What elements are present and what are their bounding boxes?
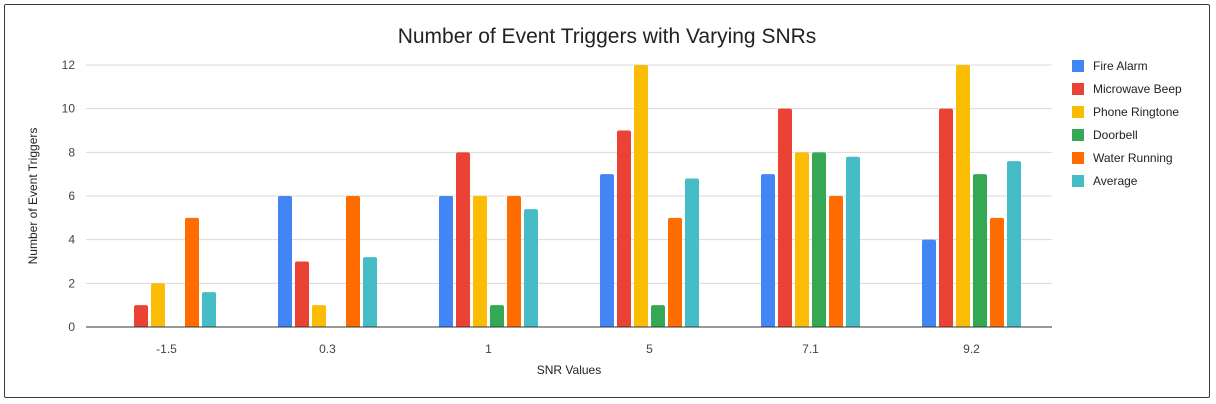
bar xyxy=(778,108,792,328)
bar xyxy=(634,65,648,327)
bar xyxy=(922,239,936,327)
bar xyxy=(956,65,970,327)
grid-lines xyxy=(86,64,1052,284)
bar xyxy=(134,305,148,327)
bar xyxy=(1007,161,1021,327)
bar xyxy=(668,217,682,327)
bar xyxy=(507,196,521,327)
bar xyxy=(185,217,199,327)
y-tick-label: 0 xyxy=(68,320,75,334)
y-tick-label: 4 xyxy=(68,233,75,247)
legend-label: Average xyxy=(1093,174,1138,188)
bar xyxy=(617,130,631,327)
legend-label: Doorbell xyxy=(1093,128,1138,142)
x-axis-ticks: -1.5 0.3 1 5 7.1 9.2 xyxy=(156,342,980,356)
bar xyxy=(651,305,665,327)
legend-swatch xyxy=(1072,129,1084,141)
bar xyxy=(812,152,826,327)
bars xyxy=(134,65,1021,328)
x-axis-label: SNR Values xyxy=(537,363,601,377)
bar xyxy=(939,108,953,328)
bar xyxy=(600,174,614,327)
x-tick-label: -1.5 xyxy=(156,342,177,356)
legend-swatch xyxy=(1072,83,1084,95)
y-tick-label: 6 xyxy=(68,189,75,203)
x-tick-label: 9.2 xyxy=(963,342,980,356)
bar xyxy=(685,178,699,327)
y-axis-ticks: 0 2 4 6 8 10 12 xyxy=(62,58,76,334)
legend-label: Fire Alarm xyxy=(1093,59,1148,73)
bar xyxy=(795,152,809,327)
bar xyxy=(202,292,216,327)
legend-label: Phone Ringtone xyxy=(1093,105,1179,119)
legend-swatch xyxy=(1072,152,1084,164)
y-axis-label: Number of Event Triggers xyxy=(26,128,40,265)
bar xyxy=(761,174,775,327)
legend: Fire Alarm Microwave Beep Phone Ringtone Do… xyxy=(1072,59,1182,188)
x-tick-label: 1 xyxy=(485,342,492,356)
bar xyxy=(439,196,453,327)
bar xyxy=(456,152,470,327)
legend-swatch xyxy=(1072,106,1084,118)
y-tick-label: 8 xyxy=(68,145,75,159)
bar xyxy=(346,196,360,327)
bar xyxy=(990,217,1004,327)
chart-title: Number of Event Triggers with Varying SN… xyxy=(398,25,817,48)
bar xyxy=(473,196,487,327)
bar xyxy=(278,196,292,327)
x-tick-label: 7.1 xyxy=(802,342,819,356)
y-tick-label: 10 xyxy=(62,102,76,116)
legend-label: Microwave Beep xyxy=(1093,82,1182,96)
bar xyxy=(312,305,326,327)
bar xyxy=(295,261,309,327)
y-tick-label: 2 xyxy=(68,276,75,290)
bar xyxy=(363,257,377,327)
bar xyxy=(151,283,165,327)
legend-swatch xyxy=(1072,175,1084,187)
bar xyxy=(973,174,987,327)
legend-label: Water Running xyxy=(1093,151,1173,165)
bar xyxy=(846,156,860,327)
x-tick-label: 0.3 xyxy=(319,342,336,356)
bar xyxy=(524,209,538,327)
y-tick-label: 12 xyxy=(62,58,76,72)
legend-swatch xyxy=(1072,60,1084,72)
x-tick-label: 5 xyxy=(646,342,653,356)
bar xyxy=(829,196,843,327)
bar xyxy=(490,305,504,327)
